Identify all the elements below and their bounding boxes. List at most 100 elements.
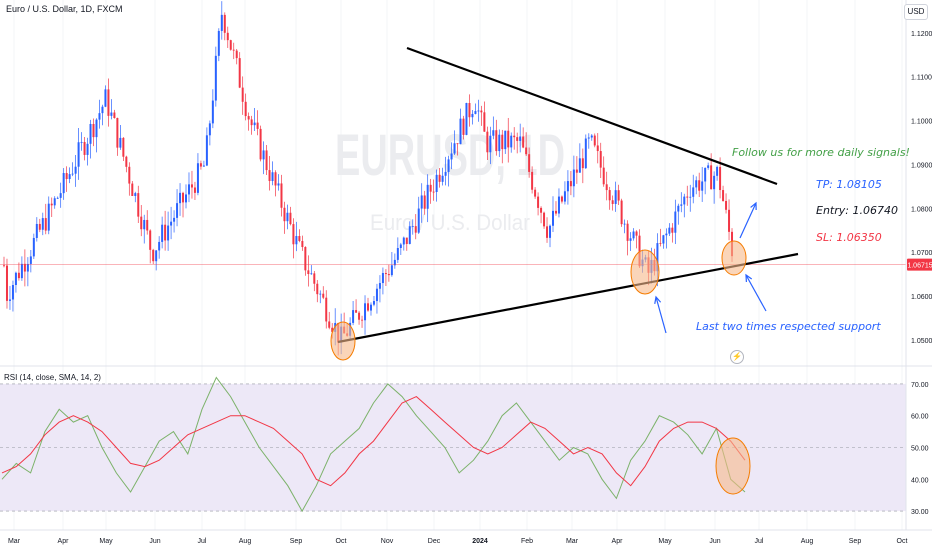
candle-body xyxy=(617,190,620,201)
candle-body xyxy=(122,137,125,157)
candle-body xyxy=(292,224,295,245)
candle-body xyxy=(268,170,271,182)
candle-body xyxy=(149,230,152,250)
candle-body xyxy=(196,163,199,193)
candle-body xyxy=(152,249,155,262)
candle-body xyxy=(125,156,128,167)
candle-body xyxy=(629,238,632,241)
candle-body xyxy=(50,203,53,206)
candle-body xyxy=(399,244,402,249)
candle-body xyxy=(20,263,23,279)
candle-body xyxy=(372,301,375,305)
candle-body xyxy=(620,200,623,225)
candle-body xyxy=(707,165,710,168)
candle-body xyxy=(310,273,313,275)
candle-body xyxy=(459,118,462,145)
candle-body xyxy=(271,172,274,182)
last-price-badge xyxy=(907,258,932,271)
candle-body xyxy=(190,184,193,188)
candle-body xyxy=(551,210,554,226)
candle-body xyxy=(593,135,596,146)
candle-body xyxy=(158,241,161,251)
candle-body xyxy=(701,181,704,191)
candle-body xyxy=(710,165,713,190)
candle-body xyxy=(572,169,575,187)
candle-body xyxy=(83,141,86,155)
candle-body xyxy=(187,184,190,195)
candle-body xyxy=(489,135,492,153)
entry-annotation: Entry: 1.06740 xyxy=(816,204,898,217)
candle-body xyxy=(283,207,286,222)
candle-body xyxy=(411,226,414,227)
candle-body xyxy=(176,203,179,218)
candle-body xyxy=(325,297,328,322)
candle-body xyxy=(444,171,447,176)
candle-body xyxy=(229,40,232,50)
candle-body xyxy=(531,171,534,190)
lightning-icon[interactable]: ⚡ xyxy=(730,350,744,364)
candle-body xyxy=(704,167,707,182)
candle-body xyxy=(313,273,316,284)
candle-body xyxy=(173,217,176,222)
candle-body xyxy=(683,196,686,205)
candle-body xyxy=(468,103,471,118)
candle-body xyxy=(680,204,683,206)
candle-body xyxy=(522,136,525,148)
time-tick-label: Sep xyxy=(290,538,303,545)
price-tick-label: 1.11000 xyxy=(911,75,932,82)
candle-body xyxy=(134,193,137,196)
rsi-tick-label: 70.00 xyxy=(911,382,929,389)
candle-body xyxy=(274,172,277,186)
candle-body xyxy=(223,14,226,33)
candle-body xyxy=(393,259,396,266)
candle-body xyxy=(728,209,731,232)
candle-body xyxy=(116,117,119,148)
candle-body xyxy=(396,248,399,260)
candle-body xyxy=(375,288,378,302)
time-tick-label: Oct xyxy=(897,538,908,545)
candle-body xyxy=(32,237,35,257)
candle-body xyxy=(692,187,695,197)
candle-body xyxy=(98,113,101,120)
candle-body xyxy=(492,130,495,136)
candle-body xyxy=(605,184,608,191)
candle-body xyxy=(495,130,498,152)
candle-body xyxy=(674,211,677,233)
candle-body xyxy=(381,273,384,284)
currency-button[interactable]: USD xyxy=(904,4,928,20)
candle-body xyxy=(477,110,480,112)
price-tick-label: 1.07000 xyxy=(911,250,932,257)
support-arrow-left-head xyxy=(654,295,662,304)
candle-body xyxy=(322,293,325,298)
candle-body xyxy=(298,236,301,241)
candle-body xyxy=(193,187,196,193)
candle-body xyxy=(3,265,5,267)
candle-body xyxy=(569,181,572,187)
candle-body xyxy=(259,128,262,160)
time-tick-label: Jul xyxy=(198,538,207,545)
last-price-label: 1.06715 xyxy=(907,263,932,270)
candle-body xyxy=(361,319,364,321)
candle-body xyxy=(638,235,641,267)
time-tick-label: Feb xyxy=(521,538,533,545)
support-arrow-right xyxy=(745,274,767,312)
candle-body xyxy=(438,174,441,182)
candle-body xyxy=(716,166,719,176)
candle-body xyxy=(471,113,474,118)
candle-body xyxy=(450,153,453,160)
candle-body xyxy=(519,136,522,141)
tp-annotation: TP: 1.08105 xyxy=(816,178,882,191)
candle-body xyxy=(722,190,725,201)
candle-body xyxy=(65,173,68,180)
support-arrow-left xyxy=(655,296,667,334)
time-tick-label: Jun xyxy=(149,538,160,545)
candle-body xyxy=(453,143,456,154)
candle-body xyxy=(546,226,549,238)
price-tick-label: 1.09000 xyxy=(911,162,932,169)
candle-body xyxy=(549,225,552,238)
support-touch-circle-jun xyxy=(721,240,747,276)
candle-body xyxy=(14,272,17,286)
candle-body xyxy=(35,223,38,238)
